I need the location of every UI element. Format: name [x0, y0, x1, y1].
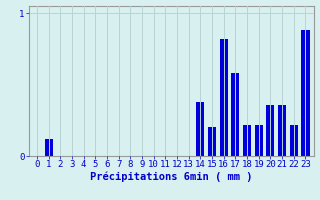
Bar — [255, 125, 263, 156]
Bar — [44, 139, 53, 156]
Bar — [278, 105, 286, 156]
Bar — [220, 39, 228, 156]
Bar — [301, 30, 309, 156]
Bar — [290, 125, 298, 156]
Bar — [266, 105, 275, 156]
Bar — [196, 102, 204, 156]
Bar — [243, 125, 251, 156]
X-axis label: Précipitations 6min ( mm ): Précipitations 6min ( mm ) — [90, 172, 252, 182]
Bar — [208, 127, 216, 156]
Bar — [231, 73, 239, 156]
